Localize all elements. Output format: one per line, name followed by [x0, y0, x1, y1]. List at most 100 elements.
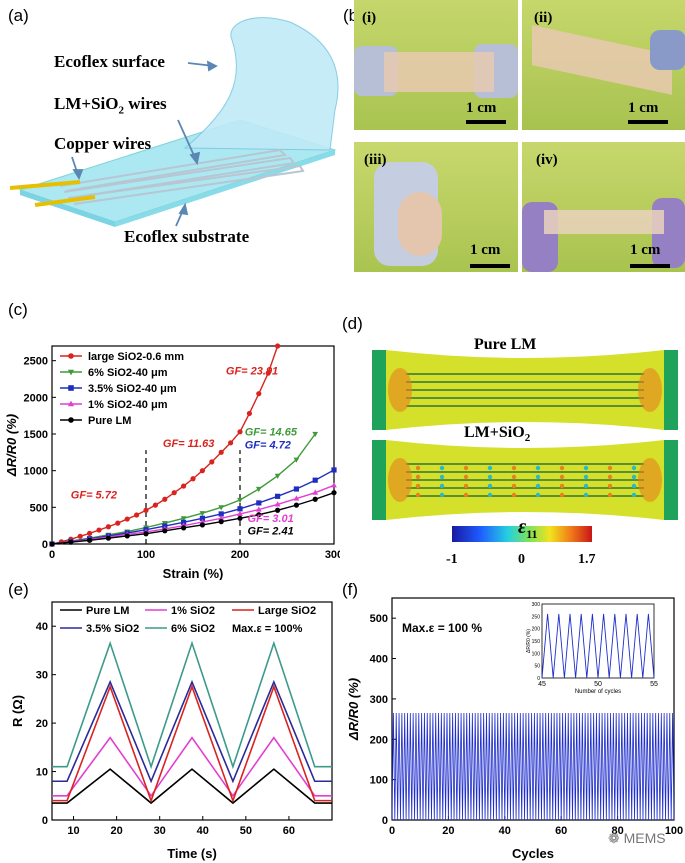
y-tick-label: 0	[382, 815, 388, 827]
fea-particle	[463, 492, 469, 498]
x-tick-label: 200	[231, 549, 249, 561]
fea-particle	[583, 465, 589, 471]
data-point	[105, 535, 111, 541]
x-tick-label: 300	[325, 549, 340, 561]
data-point	[68, 385, 74, 391]
data-point	[218, 505, 225, 511]
series-line	[52, 684, 332, 803]
fea-hotspot	[638, 458, 662, 502]
y-tick-label: 2500	[24, 356, 48, 368]
fea-particle	[631, 492, 637, 498]
legend-label: 1% SiO2-40 μm	[88, 399, 168, 411]
lm-wires-shape	[59, 148, 305, 205]
photo-tag: (iv)	[536, 152, 558, 168]
inset-chart: 45 50 55 0 50 100 150 200 250 300 Number of cycles…	[526, 602, 658, 695]
label-lm-wires: LM+SiO2 wires	[54, 94, 167, 116]
data-point	[256, 512, 262, 518]
copper-wire-shape	[34, 195, 96, 207]
panel-label: (f)	[342, 580, 359, 599]
fea-particle	[607, 465, 613, 471]
fea-particle	[463, 465, 469, 471]
series-0: large SiO2-0.6 mm	[49, 343, 281, 547]
fea-strain-maps	[372, 350, 678, 542]
series-4: Pure LM	[49, 415, 337, 547]
y-axis-label: R (Ω)	[10, 695, 25, 727]
data-point	[199, 468, 205, 474]
data-point	[68, 417, 74, 423]
data-point	[190, 476, 196, 482]
gauge-factor-label: GF= 11.63	[163, 438, 214, 450]
fea-particle	[535, 474, 541, 480]
fea-particle	[511, 483, 517, 489]
data-point	[265, 370, 271, 376]
fea-particle	[439, 492, 445, 498]
inset-x-tick-label: 45	[538, 681, 546, 688]
fea-particle	[487, 474, 493, 480]
series-line	[52, 640, 332, 770]
colorbar-tick: -1	[446, 552, 458, 567]
colorbar-sub: 11	[526, 527, 538, 541]
fea-particle	[487, 492, 493, 498]
fea-particle	[535, 492, 541, 498]
legend-label: Pure LM	[86, 605, 129, 617]
data-point	[237, 510, 243, 517]
series-line	[52, 736, 332, 798]
fea-particle	[463, 474, 469, 480]
fea-particle	[415, 474, 421, 480]
fea-particle	[607, 483, 613, 489]
label-lm-wires-sub: 2	[118, 104, 124, 117]
fea-particle	[559, 465, 565, 471]
y-tick-label: 0	[42, 539, 48, 551]
data-point	[180, 516, 187, 522]
data-point	[331, 490, 337, 496]
x-tick-label: 40	[499, 825, 511, 837]
inset-series-line	[541, 613, 655, 679]
data-point	[237, 515, 243, 521]
data-point	[67, 400, 75, 407]
x-axis-label: Time (s)	[167, 846, 217, 861]
panel-a: (a) Ecoflex surface LM+SiO2 wires Copper…	[0, 0, 340, 290]
y-tick-label: 40	[36, 621, 48, 633]
data-point	[274, 473, 281, 479]
x-tick-label: 30	[154, 825, 166, 837]
data-point	[199, 511, 206, 517]
series-line	[52, 768, 332, 805]
label-copper-wires: Copper wires	[54, 134, 152, 153]
colorbar-symbol: ε	[518, 516, 527, 538]
x-tick-label: 60	[283, 825, 295, 837]
series-line	[51, 492, 335, 545]
axes: 10 20 30 40 50 60 0 10 20 30 40	[36, 601, 333, 837]
legend-label: 1% SiO2	[171, 605, 215, 617]
data-point	[275, 343, 281, 349]
data-point	[237, 497, 243, 504]
inset-x-tick-label: 50	[594, 681, 602, 688]
x-tick-label: 40	[197, 825, 209, 837]
durability-chart: 0 20 40 60 80 1000100200300400500CyclesΔR/R0 …	[346, 597, 683, 861]
panel-b: (b) (i) 1 cm (ii) 1 cm (iii) 1 cm (iv) 1…	[340, 0, 685, 290]
fea-particle	[439, 483, 445, 489]
x-tick-label: 100	[665, 825, 683, 837]
fea-particle	[535, 483, 541, 489]
fea-particle	[415, 483, 421, 489]
fea-title-lm-sio2: LM+SiO2	[464, 424, 530, 444]
x-tick-label: 20	[110, 825, 122, 837]
fea-clamp	[664, 350, 678, 430]
fea-title-lm-sio2-sub: 2	[524, 432, 531, 445]
legend-label: 6% SiO2	[171, 623, 215, 635]
series-line	[52, 679, 332, 784]
device-schematic	[9, 17, 339, 227]
scale-bar-label: 1 cm	[628, 100, 659, 116]
inset-y-tick-label: 50	[534, 664, 540, 670]
data-point	[293, 457, 300, 463]
data-point	[246, 410, 252, 417]
data-point	[199, 515, 205, 521]
inset-y-axis-label: ΔR/R0 (%)	[526, 629, 532, 653]
data-point	[87, 530, 93, 536]
legend-label: Pure LM	[88, 415, 131, 427]
photo-stretch: (i) 1 cm	[354, 0, 518, 130]
data-point	[181, 519, 187, 525]
colorbar-tick: 0	[518, 552, 525, 567]
label-lm-wires-main: LM+SiO	[54, 94, 119, 113]
data-point	[105, 524, 111, 530]
data-point	[181, 483, 187, 489]
